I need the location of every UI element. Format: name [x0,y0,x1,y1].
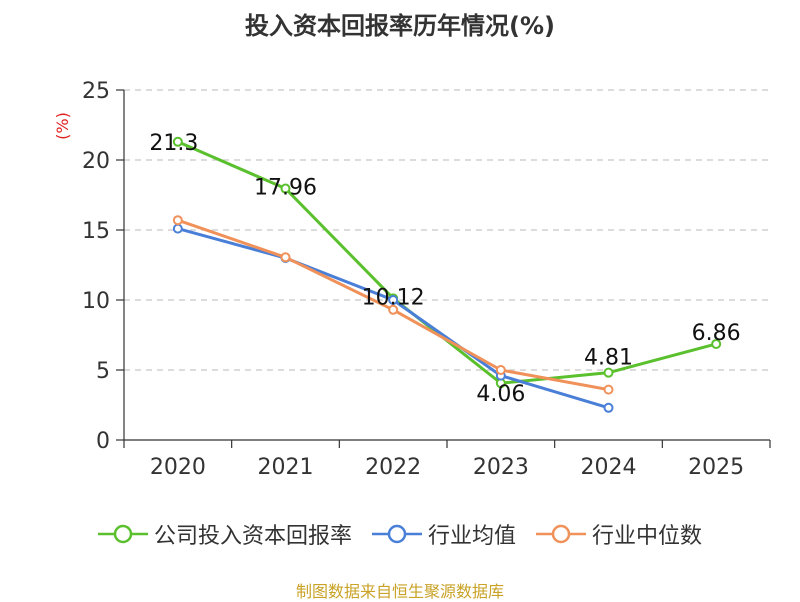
y-tick-label: 0 [96,429,110,454]
x-tick-label-2025: 2025 [688,455,744,480]
legend: 公司投入资本回报率 行业均值 行业中位数 [0,518,800,550]
y-tick-label: 15 [82,219,110,244]
x-tick-label-2021: 2021 [258,455,314,480]
series-0-point-2025[interactable] [711,338,722,349]
series-2-point-2023[interactable] [495,365,506,375]
series-0-point-2021[interactable] [280,183,291,194]
data-labels: 21.3 17.96 10.12 4.06 4.81 6.86 [149,131,740,407]
legend-label-company: 公司投入资本回报率 [153,524,352,549]
legend-item-company[interactable]: 公司投入资本回报率 [97,518,352,550]
series-1-point-2024[interactable] [603,402,614,413]
legend-swatch-industry-mean [371,524,422,544]
y-tick-label: 5 [96,359,110,384]
series-0-point-2024[interactable] [603,367,614,378]
y-tick-label: 10 [82,289,110,314]
x-axis: 2020 2021 2022 2023 2024 2025 [123,439,771,480]
series-1-point-2020[interactable] [172,223,183,234]
y-axis-label: (%) [53,112,72,140]
y-axis: 0 5 10 15 20 25 [82,79,125,454]
legend-swatch-industry-median [536,524,586,544]
data-label-2021: 17.96 [254,176,317,201]
series-line-1 [176,227,610,410]
y-tick-label: 20 [82,149,110,174]
legend-swatch-company [97,524,148,544]
legend-label-industry-mean: 行业均值 [427,524,516,549]
chart-title: 投入资本回报率历年情况(%) [245,12,555,40]
series-group [172,136,722,413]
x-tick-label-2023: 2023 [473,455,529,480]
legend-label-industry-median: 行业中位数 [592,524,703,549]
legend-item-industry-median[interactable]: 行业中位数 [536,518,702,550]
series-2-point-2024[interactable] [603,384,614,395]
x-tick-label-2024: 2024 [581,455,637,480]
data-label-2020: 21.3 [149,131,198,156]
source-note: 制图数据来自恒生聚源数据库 [295,582,504,601]
data-label-2024: 4.81 [584,346,633,371]
data-label-2023: 4.06 [476,382,525,407]
y-tick-label: 25 [82,79,110,104]
series-2-point-2022[interactable] [388,304,399,315]
data-label-2022: 10.12 [362,285,425,310]
data-label-2025: 6.86 [692,321,741,346]
series-0-point-2020[interactable] [172,136,183,147]
series-2-point-2020[interactable] [172,215,183,226]
series-2-point-2021[interactable] [280,252,291,263]
x-tick-label-2020: 2020 [150,455,206,480]
legend-item-industry-mean[interactable]: 行业均值 [371,518,516,550]
series-1-point-2022[interactable] [388,295,399,305]
x-tick-label-2022: 2022 [365,455,421,480]
grid-lines [124,89,770,371]
